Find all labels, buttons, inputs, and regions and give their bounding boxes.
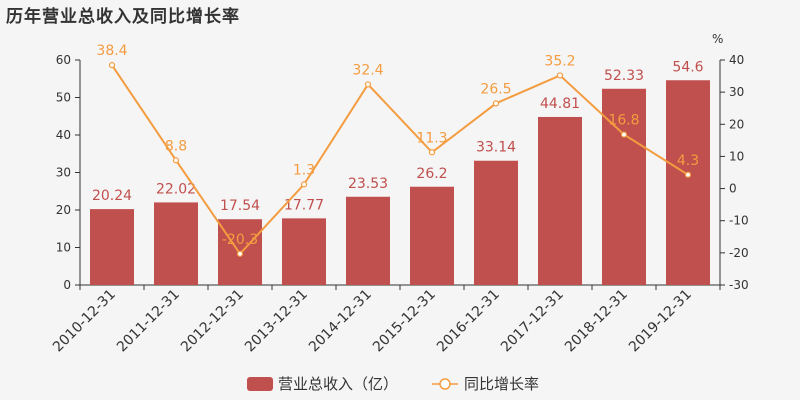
bar bbox=[346, 196, 390, 285]
bar-data-label: 17.77 bbox=[284, 197, 324, 213]
bar bbox=[410, 186, 454, 285]
x-tick-label: 2012-12-31 bbox=[178, 287, 247, 356]
y-left-tick-label: 50 bbox=[56, 91, 71, 105]
bar-data-label: 20.24 bbox=[92, 188, 132, 204]
growth-point bbox=[172, 157, 180, 164]
bar bbox=[90, 209, 134, 285]
bar bbox=[282, 218, 326, 285]
growth-point bbox=[108, 62, 116, 69]
y-left-tick-label: 10 bbox=[56, 241, 71, 255]
x-tick-label: 2017-12-31 bbox=[498, 287, 567, 356]
x-tick-label: 2010-12-31 bbox=[50, 287, 119, 356]
y-right-tick-label: -20 bbox=[729, 246, 749, 260]
x-tick-label: 2018-12-31 bbox=[562, 287, 631, 356]
y-right-unit: % bbox=[712, 32, 723, 46]
x-tick-label: 2016-12-31 bbox=[434, 287, 503, 356]
growth-data-label: -20.3 bbox=[222, 232, 258, 248]
y-left-tick-label: 0 bbox=[63, 278, 71, 292]
bar bbox=[538, 116, 582, 286]
y-left-tick-label: 30 bbox=[56, 166, 71, 180]
y-right-tick-label: 10 bbox=[729, 149, 744, 163]
growth-point bbox=[492, 100, 500, 107]
legend-line-marker bbox=[439, 378, 451, 390]
y-right-tick-label: 0 bbox=[729, 182, 737, 196]
y-left-tick-label: 40 bbox=[56, 128, 71, 142]
x-tick-label: 2019-12-31 bbox=[626, 287, 695, 356]
y-right-tick-label: -30 bbox=[729, 278, 749, 292]
bar bbox=[666, 80, 710, 285]
bar-data-label: 22.02 bbox=[156, 181, 196, 197]
legend-bar-swatch bbox=[247, 377, 273, 391]
y-right-tick-label: 20 bbox=[729, 117, 744, 131]
growth-data-label: 16.8 bbox=[608, 113, 639, 129]
y-right-tick-label: 40 bbox=[729, 53, 744, 67]
growth-data-label: 35.2 bbox=[544, 53, 575, 69]
growth-point bbox=[556, 72, 564, 79]
y-left-tick-label: 60 bbox=[56, 53, 71, 67]
growth-point bbox=[300, 181, 308, 188]
growth-data-label: 26.5 bbox=[480, 81, 511, 97]
y-right-tick-label: 30 bbox=[729, 85, 744, 99]
bar-data-label: 54.6 bbox=[672, 59, 703, 75]
growth-data-label: 11.3 bbox=[416, 130, 447, 146]
growth-point bbox=[620, 131, 628, 138]
growth-point bbox=[236, 250, 244, 257]
y-right-tick-label: -10 bbox=[729, 214, 749, 228]
growth-data-label: 1.3 bbox=[293, 162, 315, 178]
growth-data-label: 8.8 bbox=[165, 138, 187, 154]
x-tick-label: 2014-12-31 bbox=[306, 287, 375, 356]
growth-data-label: 32.4 bbox=[352, 62, 383, 78]
bar-data-label: 52.33 bbox=[604, 68, 644, 84]
bar-data-label: 33.14 bbox=[476, 140, 516, 156]
legend-bar-label: 营业总收入（亿） bbox=[278, 375, 398, 393]
legend-line-label: 同比增长率 bbox=[464, 375, 539, 393]
x-tick-label: 2011-12-31 bbox=[114, 287, 183, 356]
growth-point bbox=[684, 171, 692, 178]
x-tick-label: 2013-12-31 bbox=[242, 287, 311, 356]
bar bbox=[474, 160, 518, 285]
y-left-tick-label: 20 bbox=[56, 203, 71, 217]
bar-data-label: 17.54 bbox=[220, 198, 260, 214]
bar bbox=[154, 202, 198, 285]
bar-data-label: 44.81 bbox=[540, 96, 580, 112]
growth-data-label: 38.4 bbox=[96, 43, 127, 59]
chart-title: 历年营业总收入及同比增长率 bbox=[6, 7, 240, 27]
bar-data-label: 26.2 bbox=[416, 166, 447, 182]
growth-point bbox=[428, 149, 436, 156]
bar-data-label: 23.53 bbox=[348, 176, 388, 192]
growth-data-label: 4.3 bbox=[677, 153, 699, 169]
x-tick-label: 2015-12-31 bbox=[370, 287, 439, 356]
growth-point bbox=[364, 81, 372, 88]
growth-line bbox=[111, 64, 689, 256]
